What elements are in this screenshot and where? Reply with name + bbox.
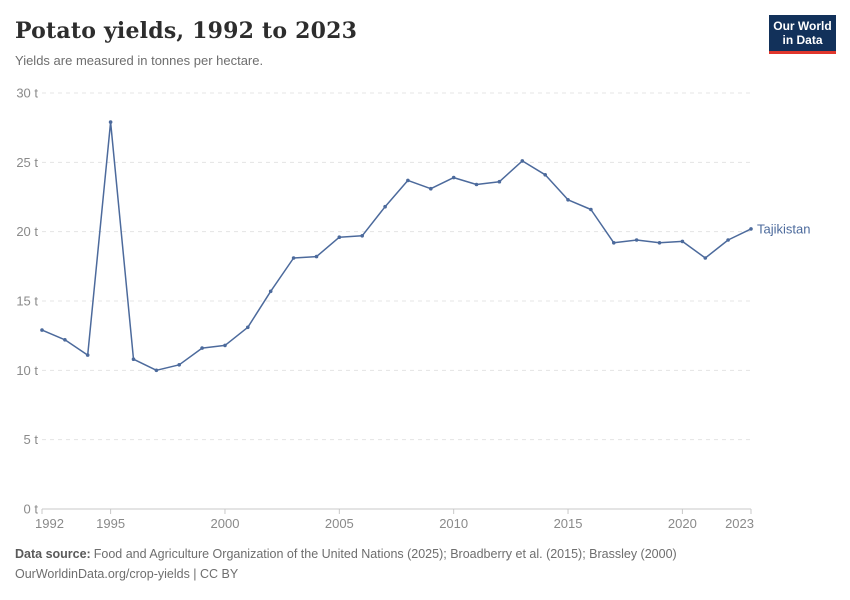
- x-axis-label: 2015: [554, 516, 583, 531]
- y-axis-label: 10 t: [16, 363, 38, 378]
- data-point: [40, 328, 44, 332]
- owid-logo-line2: in Data: [782, 33, 823, 47]
- data-point: [200, 346, 204, 350]
- data-point: [497, 179, 502, 184]
- owid-logo-line1: Our World: [773, 19, 832, 33]
- page-title: Potato yields, 1992 to 2023: [15, 18, 358, 44]
- data-point: [337, 235, 342, 239]
- data-point: [360, 234, 365, 238]
- y-axis-label: 15 t: [16, 294, 38, 309]
- chart-subtitle: Yields are measured in tonnes per hectar…: [15, 53, 264, 68]
- x-axis-label: 2010: [439, 516, 468, 531]
- data-point: [566, 198, 570, 202]
- data-point: [474, 182, 479, 187]
- data-point: [383, 204, 387, 209]
- data-point: [177, 363, 181, 367]
- x-axis-label: 2005: [325, 516, 354, 531]
- data-point: [223, 343, 227, 348]
- data-point: [657, 241, 662, 245]
- x-axis-label: 1995: [96, 516, 125, 531]
- y-axis-label: 25 t: [16, 155, 38, 170]
- data-point: [634, 238, 639, 242]
- data-point: [406, 178, 410, 183]
- data-point: [749, 227, 753, 231]
- data-point: [314, 254, 319, 259]
- y-axis-label: 0 t: [24, 502, 39, 517]
- data-point: [63, 338, 67, 342]
- footer-link[interactable]: OurWorldinData.org/crop-yields | CC BY: [15, 567, 239, 581]
- y-axis-label: 5 t: [24, 432, 39, 447]
- x-axis-label: 1992: [35, 516, 64, 531]
- data-point: [703, 256, 708, 260]
- data-point: [108, 120, 113, 124]
- x-axis-label: 2023: [725, 516, 754, 531]
- series-label-tajikistan[interactable]: Tajikistan: [757, 221, 810, 236]
- series-line: [41, 121, 752, 372]
- data-source-label: Data source:: [15, 547, 91, 561]
- y-axis-label: 20 t: [16, 224, 38, 239]
- data-point: [680, 239, 685, 244]
- data-point: [291, 256, 296, 260]
- chart-footer: Data source: Food and Agriculture Organiz…: [15, 544, 815, 584]
- owid-logo: Our World in Data: [769, 15, 836, 54]
- data-point: [85, 353, 90, 357]
- data-point: [451, 175, 456, 180]
- data-point: [520, 159, 525, 163]
- data-source-line: Data source: Food and Agriculture Organiz…: [15, 547, 677, 561]
- x-axis-label: 2020: [668, 516, 697, 531]
- data-point: [726, 238, 730, 242]
- data-point: [589, 207, 593, 212]
- data-point: [154, 368, 159, 373]
- x-axis-label: 2000: [211, 516, 240, 531]
- data-point: [612, 241, 616, 245]
- data-source-text: Food and Agriculture Organization of the…: [93, 547, 677, 561]
- data-point: [268, 289, 273, 294]
- y-axis-label: 30 t: [16, 86, 38, 101]
- data-point: [429, 186, 433, 191]
- data-point: [543, 173, 547, 177]
- data-point: [246, 325, 250, 330]
- data-point: [131, 357, 136, 362]
